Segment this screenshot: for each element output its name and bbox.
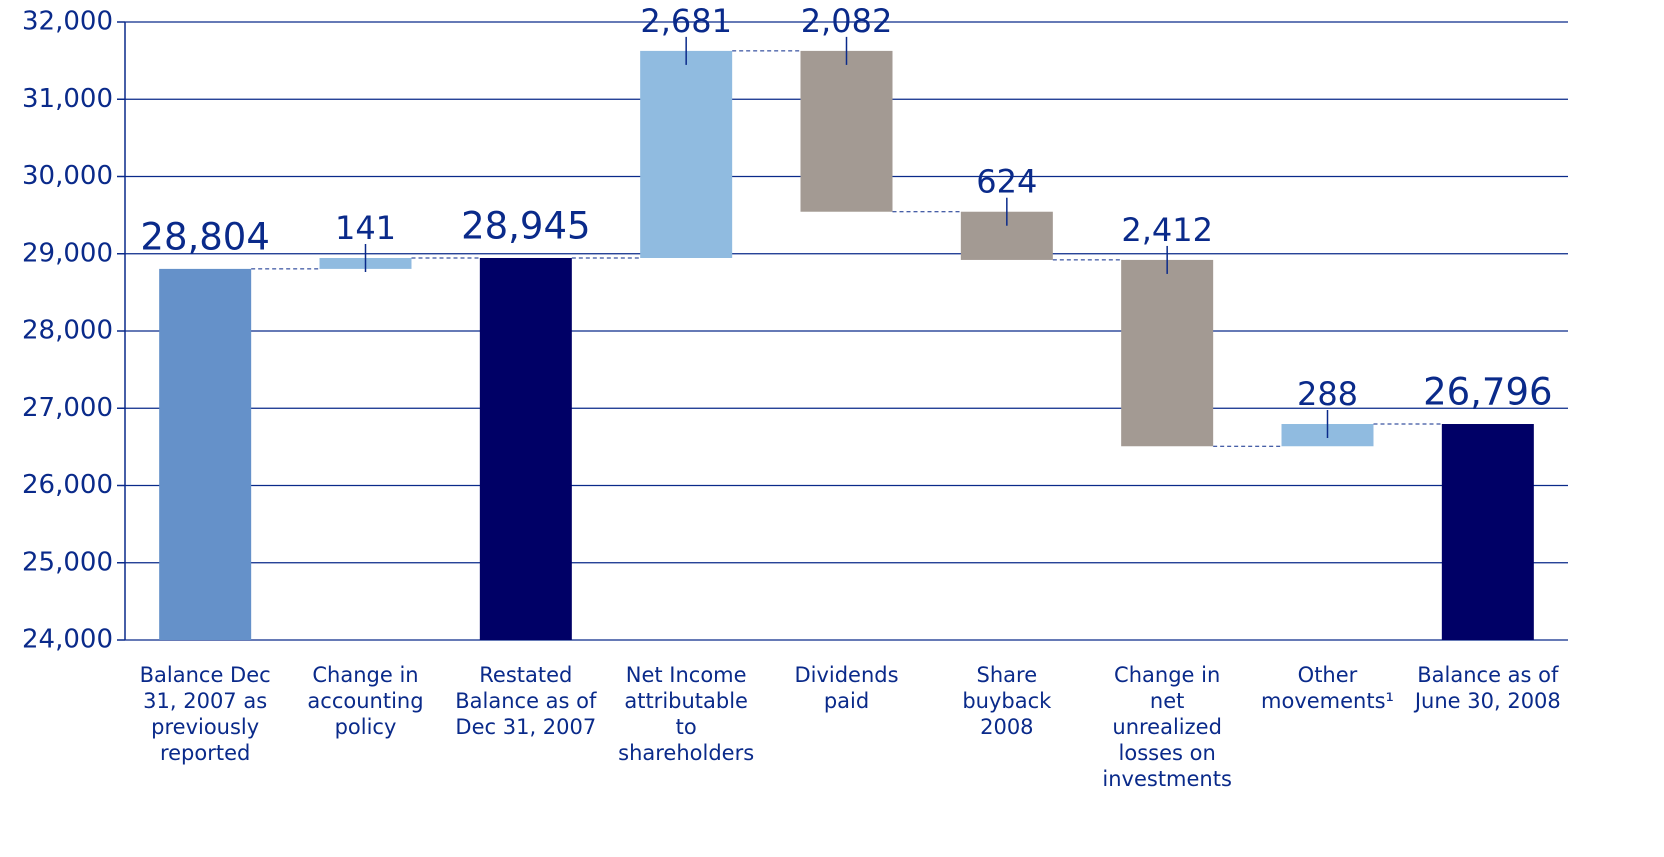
y-tick-label: 28,000 xyxy=(22,316,113,346)
bar xyxy=(159,268,252,640)
value-label: 2,681 xyxy=(640,2,732,40)
x-tick-label: Balance Dec 31, 2007 as previously reported xyxy=(140,663,271,765)
y-tick-label: 30,000 xyxy=(22,161,113,191)
x-tick-label: Net Income attributable to shareholders xyxy=(618,663,754,765)
y-tick-label: 29,000 xyxy=(22,238,113,268)
value-label: 26,796 xyxy=(1423,371,1552,414)
value-label: 28,945 xyxy=(461,204,590,247)
value-label: 2,082 xyxy=(801,2,893,40)
value-label: 624 xyxy=(976,163,1037,201)
bar xyxy=(1121,259,1214,447)
x-tick-label: Share buyback 2008 xyxy=(962,663,1052,739)
y-tick-label: 31,000 xyxy=(22,84,113,114)
bar xyxy=(800,50,893,212)
x-tick-label: Balance as of June 30, 2008 xyxy=(1413,663,1561,713)
y-tick-label: 27,000 xyxy=(22,393,113,423)
x-tick-label: Other movements¹ xyxy=(1261,663,1394,713)
y-tick-label: 25,000 xyxy=(22,547,113,577)
value-label: 288 xyxy=(1297,375,1358,413)
value-label: 141 xyxy=(335,209,396,247)
value-label: 28,804 xyxy=(140,215,269,258)
x-tick-label: Dividends paid xyxy=(794,663,898,713)
bar xyxy=(640,50,733,258)
y-tick-label: 26,000 xyxy=(22,470,113,500)
x-tick-label: Change in net unrealized losses on investmen… xyxy=(1102,663,1232,791)
x-tick-label: Change in accounting policy xyxy=(307,663,423,739)
bar xyxy=(1441,424,1534,640)
y-tick-label: 24,000 xyxy=(22,625,113,655)
x-tick-label: Restated Balance as of Dec 31, 2007 xyxy=(455,663,597,739)
value-label: 2,412 xyxy=(1121,211,1213,249)
bar xyxy=(479,257,572,640)
y-tick-label: 32,000 xyxy=(22,7,113,37)
